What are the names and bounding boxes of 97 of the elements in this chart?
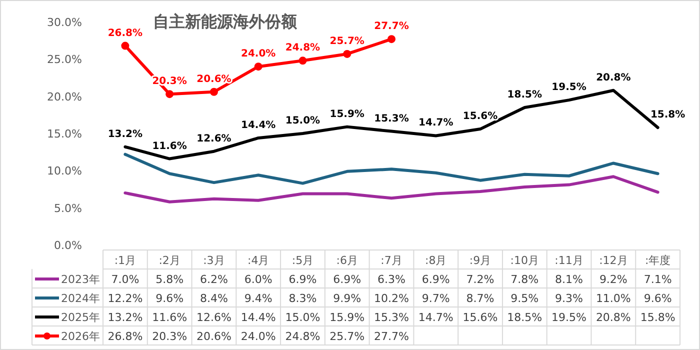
- data-label: 19.5%: [552, 311, 587, 324]
- data-label: 20.8%: [596, 311, 631, 324]
- data-label: 24.8%: [285, 330, 320, 343]
- data-label: 6.3%: [378, 273, 406, 286]
- legend-label: 2025年: [61, 311, 100, 324]
- point: [210, 88, 218, 96]
- annotation: 15.8%: [650, 110, 686, 121]
- x-tick-label: :5月: [292, 254, 314, 267]
- x-tick-label: :12月: [599, 254, 628, 267]
- annotation: 13.2%: [108, 128, 143, 140]
- data-label: 9.6%: [644, 292, 672, 305]
- data-label: 9.5%: [510, 292, 539, 305]
- annotation: 25.7%: [330, 36, 364, 47]
- y-tick-label: 30.0%: [47, 16, 82, 29]
- y-tick-label: 0.0%: [54, 239, 82, 252]
- annotation: 15.3%: [374, 113, 409, 124]
- annotation: 26.8%: [108, 28, 143, 39]
- x-tick-label: :3月: [203, 254, 225, 267]
- point: [388, 35, 396, 44]
- data-label: 7.2%: [466, 273, 494, 286]
- data-label: 9.3%: [555, 292, 584, 305]
- data-label: 7.0%: [111, 273, 140, 286]
- data-label: 26.8%: [108, 330, 143, 343]
- annotation: 20.6%: [196, 74, 232, 85]
- legend-label: 2026年: [61, 330, 100, 343]
- data-label: 27.7%: [374, 330, 409, 343]
- data-label: 18.5%: [507, 311, 542, 324]
- data-label: 6.2%: [200, 273, 228, 286]
- annotation: 27.7%: [374, 21, 409, 32]
- data-label: 15.0%: [285, 311, 320, 324]
- annotation: 15.6%: [462, 111, 498, 122]
- data-label: 15.9%: [330, 311, 365, 324]
- annotation: 14.7%: [418, 118, 454, 129]
- data-label: 6.9%: [288, 273, 317, 286]
- data-label: 8.4%: [200, 292, 228, 305]
- point: [254, 62, 262, 71]
- x-tick-label: :10月: [510, 254, 540, 267]
- y-tick-label: 20.0%: [47, 90, 82, 104]
- data-label: 6.9%: [422, 273, 450, 286]
- data-label: 15.3%: [374, 311, 409, 324]
- data-label: 8.1%: [555, 273, 584, 286]
- y-tick-label: 5.0%: [54, 202, 82, 215]
- data-label: 11.6%: [152, 311, 188, 324]
- x-tick-label: :6月: [336, 254, 358, 267]
- x-tick-label: :1月: [114, 254, 136, 267]
- data-label: 9.7%: [422, 292, 450, 305]
- data-label: 11.0%: [596, 292, 631, 305]
- y-tick-label: 25.0%: [47, 53, 82, 66]
- data-label: 20.6%: [196, 330, 232, 343]
- legend-label: 2024年: [61, 292, 100, 305]
- y-tick-label: 15.0%: [47, 128, 82, 140]
- x-tick-label: :2月: [158, 254, 180, 267]
- data-label: 24.0%: [240, 330, 276, 343]
- data-label: 9.6%: [156, 292, 184, 305]
- annotation: 20.8%: [596, 72, 631, 84]
- data-label: 8.3%: [288, 292, 317, 305]
- data-label: 13.2%: [108, 311, 143, 324]
- annotation: 24.0%: [240, 48, 276, 60]
- y-tick-label: 10.0%: [47, 164, 82, 178]
- data-label: 9.4%: [244, 292, 272, 305]
- data-label: 7.8%: [510, 273, 539, 286]
- data-label: 9.9%: [333, 292, 362, 305]
- data-label: 14.7%: [418, 311, 454, 324]
- annotation: 19.5%: [552, 82, 586, 94]
- x-tick-label: :8月: [425, 254, 447, 267]
- data-label: 12.6%: [196, 311, 232, 324]
- x-tick-label: :7月: [380, 254, 402, 267]
- data-label: 6.0%: [244, 273, 272, 286]
- annotation: 15.9%: [330, 108, 364, 120]
- annotation: 14.4%: [240, 120, 276, 131]
- point: [298, 56, 307, 65]
- x-tick-label: :4月: [247, 254, 270, 267]
- data-label: 15.8%: [640, 311, 676, 324]
- x-tick-label: :11月: [554, 254, 584, 267]
- data-label: 12.2%: [108, 292, 143, 305]
- data-label: 9.2%: [599, 273, 628, 286]
- point: [121, 42, 130, 50]
- data-label: 14.4%: [240, 311, 276, 324]
- data-label: 25.7%: [330, 330, 365, 343]
- data-label: 20.3%: [152, 330, 188, 343]
- data-label: 15.6%: [462, 311, 498, 324]
- chart-title: 自主新能源海外份额: [153, 12, 298, 31]
- point: [343, 50, 352, 58]
- data-label: 5.8%: [156, 273, 184, 286]
- data-label: 10.2%: [374, 292, 409, 305]
- legend-label: 2023年: [61, 273, 100, 286]
- annotation: 15.0%: [285, 116, 320, 126]
- annotation: 12.6%: [196, 133, 232, 144]
- data-label: 8.7%: [466, 292, 494, 305]
- x-tick-label: :年度: [644, 254, 671, 267]
- x-tick-label: :9月: [469, 254, 492, 267]
- annotation: 24.8%: [285, 42, 320, 54]
- annotation: 18.5%: [507, 89, 542, 100]
- data-label: 7.1%: [644, 273, 672, 286]
- point: [166, 90, 174, 98]
- data-label: 6.9%: [333, 273, 362, 286]
- annotation: 11.6%: [152, 140, 187, 152]
